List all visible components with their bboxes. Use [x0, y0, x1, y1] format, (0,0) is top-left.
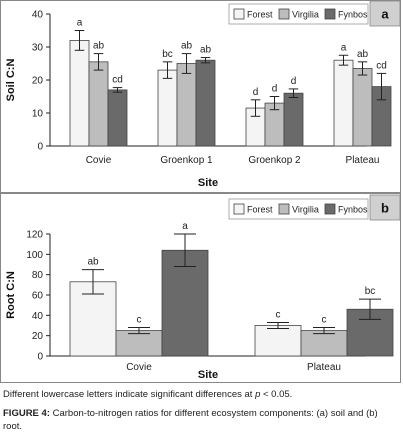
panel-a-frame — [0, 0, 401, 193]
panel-a-label-box — [369, 0, 401, 27]
panel-b-significance-letter: bc — [365, 286, 376, 297]
caption-label: FIGURE 4: — [3, 408, 50, 419]
panel-b-category-label: Plateau — [307, 362, 341, 373]
panel-a-legend-label: Forest — [247, 10, 273, 20]
panel-a-category-label: Covie — [86, 155, 112, 166]
panel-b-ytick-label: 40 — [32, 311, 44, 322]
panel-b-ytick-label: 0 — [37, 352, 43, 363]
panel-b-bar — [115, 330, 163, 357]
panel-b-legend-label: Forest — [247, 205, 273, 215]
panel-a-bar — [69, 40, 90, 147]
panel-b-label: b — [381, 201, 389, 216]
panel-b-legend-label: Virgilia — [292, 205, 319, 215]
panel-a-legend-swatch — [233, 8, 245, 20]
note-p: p — [255, 389, 261, 400]
panel-b-bar — [300, 330, 348, 357]
panel-b-legend-label: Fynbos — [338, 205, 368, 215]
panel-b-ytick-label: 120 — [26, 230, 43, 241]
panel-a-bar — [352, 68, 373, 147]
panel-a-significance-letter: ab — [357, 49, 369, 60]
panel-a-label: a — [381, 7, 389, 22]
panel-a-significance-letter: a — [77, 18, 83, 29]
panel-a-legend-label: Fynbos — [338, 10, 368, 20]
panel-a-bar — [195, 59, 216, 147]
panel-b-significance-letter: a — [182, 221, 188, 232]
panel-a-legend-label: Virgilia — [292, 10, 319, 20]
panel-b-label-box — [369, 194, 401, 221]
panel-a-bar — [157, 69, 178, 147]
panel-b-legend-swatch — [324, 203, 336, 215]
panel-b-ytick-label: 80 — [32, 270, 44, 281]
note-prefix: Different lowercase letters indicate sig… — [3, 389, 256, 400]
panel-a-x-axis-title: Site — [198, 177, 218, 189]
panel-a-bar — [176, 63, 197, 147]
figure-caption: FIGURE 4: Carbon-to-nitrogen ratios for … — [3, 407, 399, 433]
panel-b-legend-swatch — [233, 203, 245, 215]
panel-a-bar — [88, 61, 109, 147]
panel-b-ytick-label: 20 — [32, 331, 44, 342]
panel-a-significance-letter: ab — [181, 41, 193, 52]
panel-b-category-label: Covie — [126, 362, 152, 373]
panel-a-category-label: Groenkop 1 — [160, 155, 213, 166]
caption-text: Carbon-to-nitrogen ratios for different … — [3, 408, 378, 432]
panel-b-significance-letter: c — [322, 315, 327, 326]
panel-a-significance-letter: ab — [200, 45, 212, 56]
panel-b-ytick-label: 60 — [32, 291, 44, 302]
panel-a-significance-letter: d — [253, 87, 259, 98]
panel-a-ytick-label: 30 — [32, 43, 44, 54]
panel-b-legend-swatch — [278, 203, 290, 215]
panel-b-y-axis-title: Root C:N — [5, 271, 17, 319]
panel-b-significance-letter: c — [137, 315, 142, 326]
panel-b-ytick-label: 100 — [26, 250, 43, 261]
panel-a-bar — [283, 92, 304, 147]
panel-a-category-label: Groenkop 2 — [248, 155, 301, 166]
panel-a-significance-letter: a — [341, 42, 347, 53]
panel-a-legend-swatch — [324, 8, 336, 20]
panel-a-significance-letter: d — [291, 76, 297, 87]
panel-a-significance-letter: bc — [162, 49, 173, 60]
panel-b-significance-letter: c — [276, 309, 281, 320]
panel-b-plot: 0 20 40 60 80 100 120 Root C:N Site ab c a Covie c c bc… — [5, 194, 401, 381]
panel-a-y-axis-title: Soil C:N — [5, 59, 17, 102]
panel-a-ytick-label: 40 — [32, 10, 44, 21]
panel-b-x-axis-title: Site — [198, 369, 218, 381]
note-suffix: < 0.05. — [260, 389, 293, 400]
panel-b-bar — [254, 325, 302, 357]
panel-b-significance-letter: ab — [87, 257, 99, 268]
panel-a-ytick-label: 20 — [32, 76, 44, 87]
panel-a-ytick-label: 0 — [37, 142, 43, 153]
panel-a-bar — [333, 59, 354, 147]
panel-a-significance-letter: cd — [376, 60, 387, 71]
panel-a-significance-letter: ab — [93, 41, 105, 52]
panel-a-legend-swatch — [278, 8, 290, 20]
panel-b-frame — [0, 193, 401, 383]
panel-b-bar — [161, 249, 209, 357]
panel-a-ytick-label: 10 — [32, 109, 44, 120]
panel-a-significance-letter: d — [272, 84, 278, 95]
panel-a-bar — [107, 89, 128, 147]
panel-a-significance-letter: cd — [112, 75, 123, 86]
significance-note: Different lowercase letters indicate sig… — [3, 389, 292, 400]
panel-a-category-label: Plateau — [346, 155, 380, 166]
